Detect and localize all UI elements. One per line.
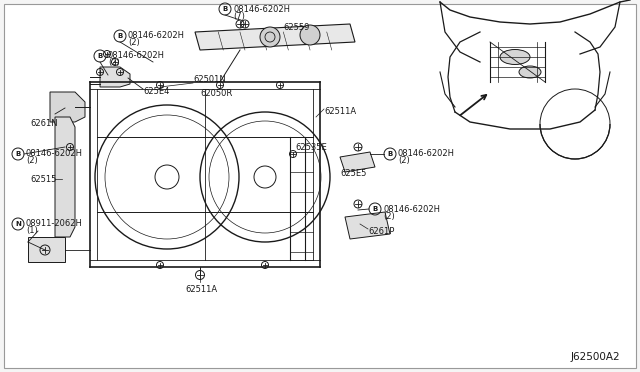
- Text: 62501N: 62501N: [193, 76, 226, 84]
- Text: (2): (2): [108, 58, 120, 67]
- Polygon shape: [28, 237, 65, 262]
- Text: 08146-6202H: 08146-6202H: [108, 51, 165, 61]
- Text: B: B: [372, 206, 378, 212]
- Ellipse shape: [519, 66, 541, 78]
- Text: 62511A: 62511A: [185, 285, 217, 295]
- Text: (7): (7): [233, 12, 245, 20]
- Polygon shape: [55, 117, 75, 237]
- Text: J62500A2: J62500A2: [570, 352, 620, 362]
- Text: (2): (2): [128, 38, 140, 48]
- Polygon shape: [345, 212, 390, 239]
- Text: 62511A: 62511A: [324, 108, 356, 116]
- Text: 08146-6202H: 08146-6202H: [398, 150, 455, 158]
- Text: 08146-6202H: 08146-6202H: [233, 4, 290, 13]
- Polygon shape: [340, 152, 375, 172]
- Circle shape: [260, 27, 280, 47]
- Text: 08146-6202H: 08146-6202H: [26, 150, 83, 158]
- Text: B: B: [222, 6, 228, 12]
- Text: 6261P: 6261P: [368, 228, 394, 237]
- Text: 6261N: 6261N: [30, 119, 58, 128]
- Text: 62515: 62515: [30, 174, 56, 183]
- Text: B: B: [15, 151, 20, 157]
- Polygon shape: [195, 24, 355, 50]
- Text: 08146-6202H: 08146-6202H: [128, 32, 185, 41]
- Ellipse shape: [500, 49, 530, 64]
- Text: (1): (1): [26, 227, 38, 235]
- Text: 625E4: 625E4: [143, 87, 170, 96]
- Text: 08911-2062H: 08911-2062H: [26, 219, 83, 228]
- Text: B: B: [117, 33, 123, 39]
- Text: B: B: [97, 53, 102, 59]
- Text: 625E5: 625E5: [340, 170, 366, 179]
- Circle shape: [300, 25, 320, 45]
- Text: B: B: [387, 151, 392, 157]
- Text: N: N: [15, 221, 21, 227]
- Text: (2): (2): [383, 212, 395, 221]
- Text: 62559: 62559: [283, 22, 309, 32]
- Polygon shape: [100, 67, 130, 87]
- Text: 08146-6202H: 08146-6202H: [383, 205, 440, 214]
- Text: 62535E: 62535E: [295, 142, 327, 151]
- Text: (2): (2): [398, 157, 410, 166]
- Text: 62050R: 62050R: [200, 90, 232, 99]
- Text: (2): (2): [26, 157, 38, 166]
- Polygon shape: [50, 92, 85, 122]
